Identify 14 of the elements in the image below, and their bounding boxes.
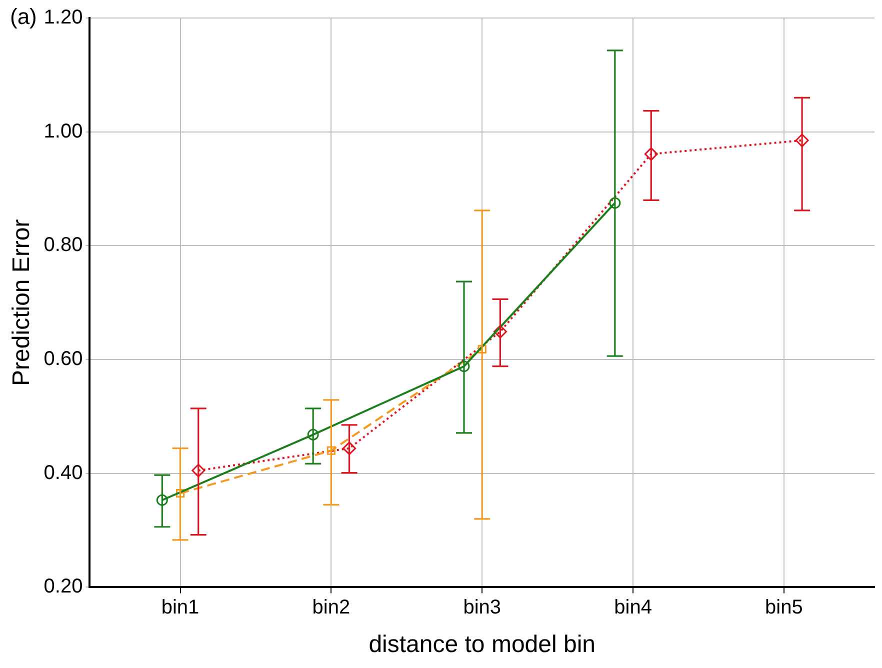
x-axis-title: distance to model bin (368, 631, 596, 658)
y-axis-title: Prediction Error (8, 219, 36, 386)
x-tick-label: bin4 (614, 596, 652, 619)
y-tick-label: 1.20 (44, 6, 83, 29)
y-tick-label: 0.80 (44, 234, 83, 256)
y-tick-label: 0.40 (44, 462, 83, 484)
y-tick-label: 0.20 (44, 576, 83, 598)
x-tick-label: bin1 (161, 596, 200, 619)
y-tick-label: 0.60 (44, 348, 83, 370)
text: (a) (10, 4, 37, 30)
x-tick-label: bin2 (312, 596, 350, 619)
y-tick-label: 1.00 (44, 120, 83, 142)
x-tick-label: bin3 (463, 596, 502, 619)
x-tick-label: bin5 (765, 596, 803, 619)
